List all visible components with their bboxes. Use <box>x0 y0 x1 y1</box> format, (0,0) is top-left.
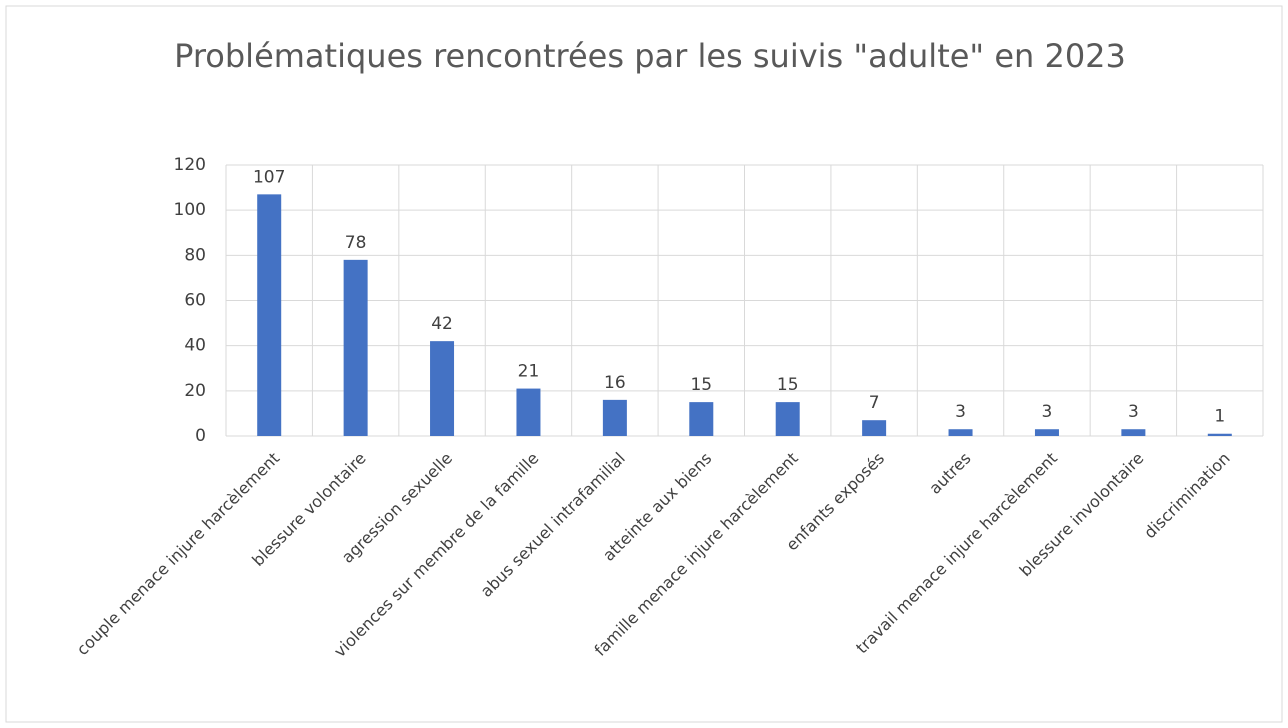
y-tick-label: 80 <box>184 245 206 265</box>
data-label: 15 <box>777 375 799 395</box>
data-label: 3 <box>1128 402 1139 422</box>
bar <box>862 420 887 436</box>
bar <box>1207 433 1232 436</box>
data-label: 7 <box>869 393 880 413</box>
y-tick-label: 100 <box>174 200 206 220</box>
chart-title: Problématiques rencontrées par les suivi… <box>174 37 1126 75</box>
bar <box>1034 429 1059 436</box>
y-tick-label: 20 <box>184 381 206 401</box>
bar <box>257 194 282 436</box>
data-label: 107 <box>253 167 285 187</box>
data-label: 16 <box>604 373 626 393</box>
bar <box>516 388 541 436</box>
y-tick-label: 40 <box>184 336 206 356</box>
y-tick-label: 120 <box>174 155 206 175</box>
data-label: 42 <box>431 314 453 334</box>
bar <box>689 402 714 436</box>
data-label: 1 <box>1214 407 1225 427</box>
y-tick-label: 0 <box>195 426 206 446</box>
bar <box>430 341 455 436</box>
bar <box>343 259 368 436</box>
data-label: 3 <box>1042 402 1053 422</box>
data-label: 21 <box>518 362 540 382</box>
data-label: 78 <box>345 233 367 253</box>
chart-border <box>5 5 1283 723</box>
bar <box>948 429 973 436</box>
bar <box>602 399 627 436</box>
bar <box>775 402 800 436</box>
bar <box>1121 429 1146 436</box>
data-label: 15 <box>690 375 712 395</box>
data-label: 3 <box>955 402 966 422</box>
y-tick-label: 60 <box>184 291 206 311</box>
